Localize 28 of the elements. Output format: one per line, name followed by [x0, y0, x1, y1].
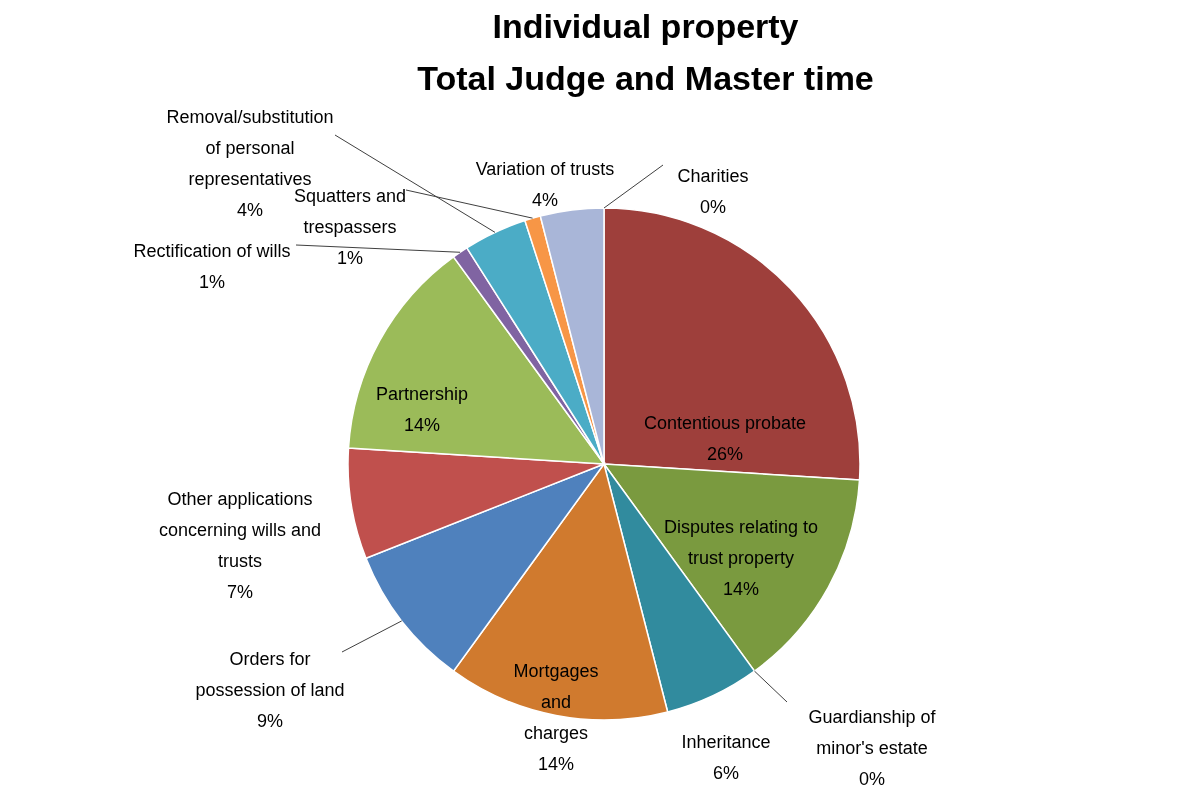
data-label: 4%	[236, 200, 264, 220]
slice-label: Squatters and trespassers	[293, 186, 407, 237]
data-label: 26%	[706, 444, 744, 464]
slice-label: Partnership	[375, 384, 469, 404]
slice-label: Disputes relating to trust property	[663, 517, 819, 568]
chart-subtitle: Total Judge and Master time	[417, 59, 874, 97]
slice-label: Removal/substitution of personal representatives	[166, 107, 334, 189]
data-label: 4%	[531, 190, 559, 210]
data-label: 1%	[336, 248, 364, 268]
data-label: 9%	[256, 711, 284, 731]
data-label: 14%	[537, 754, 575, 774]
data-label: 7%	[226, 582, 254, 602]
data-label: 6%	[712, 763, 740, 783]
data-label: 14%	[403, 415, 441, 435]
data-label: 14%	[722, 579, 760, 599]
chart-title: Individual property	[492, 7, 799, 45]
slice-label: Contentious probate	[643, 413, 807, 433]
slice-label: Rectification of wills	[133, 241, 291, 261]
category-label: Guardianship of minor's estate	[808, 707, 936, 758]
slice-label: Variation of trusts	[475, 159, 615, 179]
slice-label: Other applications concerning wills and trusts	[158, 489, 322, 571]
legend-label: Charities	[677, 166, 749, 186]
data-label: 1%	[198, 272, 226, 292]
text: 0%	[858, 769, 886, 787]
slice-label: Orders for possession of land	[195, 649, 345, 700]
slice-label: Mortgages and charges	[513, 661, 599, 743]
slice-label: Inheritance	[681, 732, 771, 752]
text: 0%	[699, 197, 727, 217]
